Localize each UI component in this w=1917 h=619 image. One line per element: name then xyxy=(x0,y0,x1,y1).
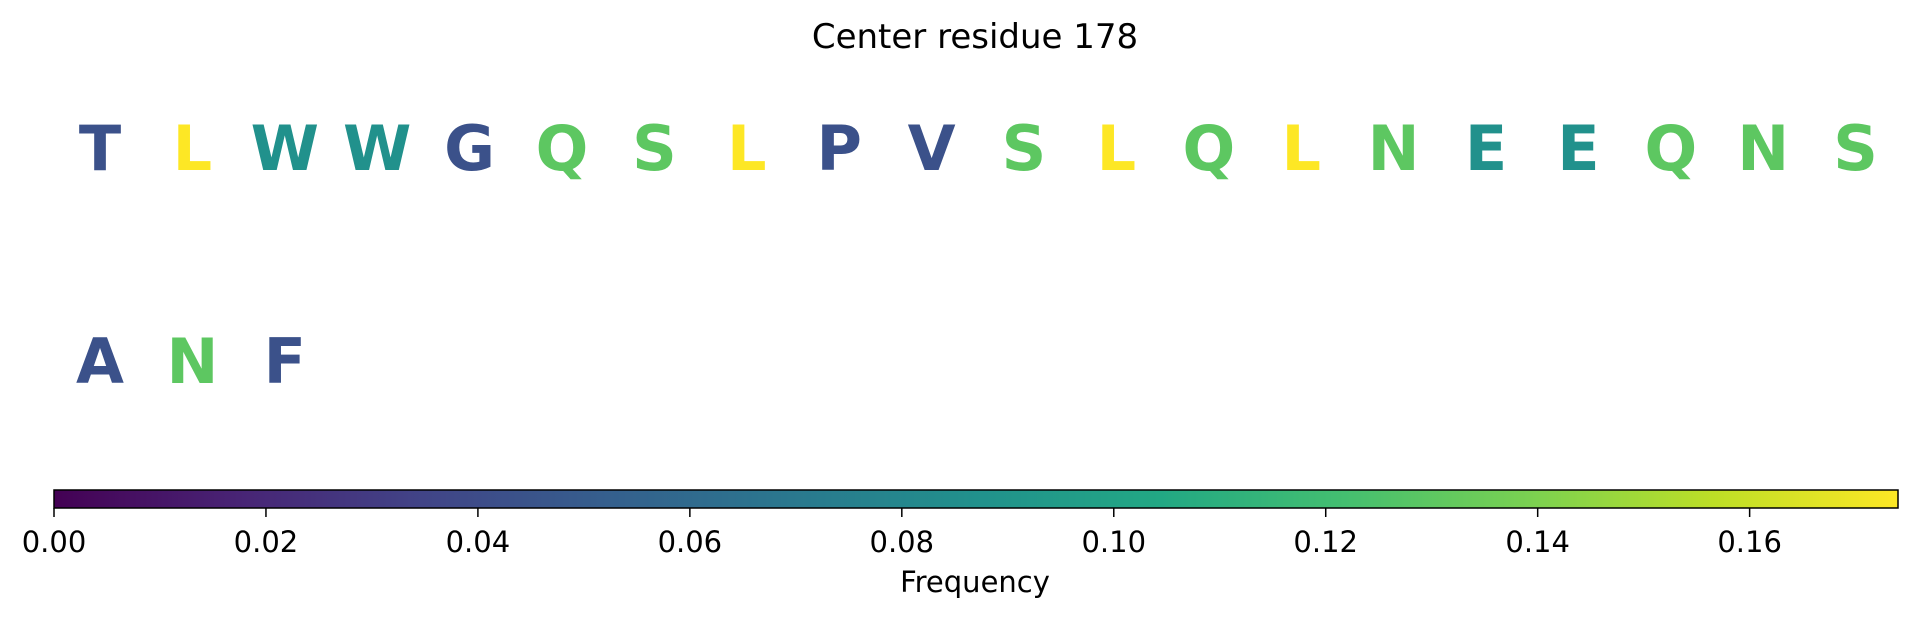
residue-letters: T L W W G Q S L P V S L Q L N E E Q N SA N F xyxy=(76,112,1878,398)
residue-letter: L xyxy=(1281,112,1321,185)
residue-letter: Q xyxy=(1644,112,1697,185)
residue-letter: E xyxy=(1465,112,1507,185)
residue-letter: T xyxy=(79,112,121,185)
residue-letter: N xyxy=(166,325,218,398)
residue-letter: L xyxy=(727,112,767,185)
residue-letter: L xyxy=(1097,112,1137,185)
residue-letter: W xyxy=(251,112,319,185)
colorbar-tick-label: 0.10 xyxy=(1081,525,1146,559)
colorbar-tick-label: 0.06 xyxy=(658,525,723,559)
residue-letter: E xyxy=(1557,112,1599,185)
residue-letter: V xyxy=(908,112,956,185)
residue-letter: F xyxy=(264,325,306,398)
residue-letter: S xyxy=(1002,112,1047,185)
residue-letter: N xyxy=(1368,112,1420,185)
colorbar-label: Frequency xyxy=(900,565,1050,599)
colorbar-tick-label: 0.12 xyxy=(1293,525,1358,559)
residue-letter: S xyxy=(632,112,677,185)
residue-letter: Q xyxy=(536,112,589,185)
chart-title: Center residue 178 xyxy=(812,17,1138,57)
colorbar-tick-label: 0.04 xyxy=(446,525,511,559)
colorbar-ticks: 0.00 0.02 0.04 0.06 0.08 0.10 0.12 0.14 0.16 xyxy=(22,508,1782,559)
colorbar: 0.00 0.02 0.04 0.06 0.08 0.10 0.12 0.14 0.16 Fre… xyxy=(22,489,1899,599)
residue-letter: A xyxy=(76,325,124,398)
colorbar-tick-label: 0.08 xyxy=(870,525,935,559)
residue-letter: W xyxy=(343,112,411,185)
residue-letter: Q xyxy=(1182,112,1235,185)
colorbar-tick-label: 0.00 xyxy=(22,525,87,559)
residue-letter: S xyxy=(1833,112,1878,185)
residue-letter: P xyxy=(816,112,861,185)
colorbar-tick-label: 0.14 xyxy=(1505,525,1570,559)
colorbar-tick-label: 0.02 xyxy=(234,525,299,559)
residue-letter: L xyxy=(173,112,213,185)
colorbar-gradient xyxy=(53,489,1899,509)
residue-letter: G xyxy=(444,112,495,185)
colorbar-tick-label: 0.16 xyxy=(1717,525,1782,559)
residue-letter: N xyxy=(1737,112,1789,185)
